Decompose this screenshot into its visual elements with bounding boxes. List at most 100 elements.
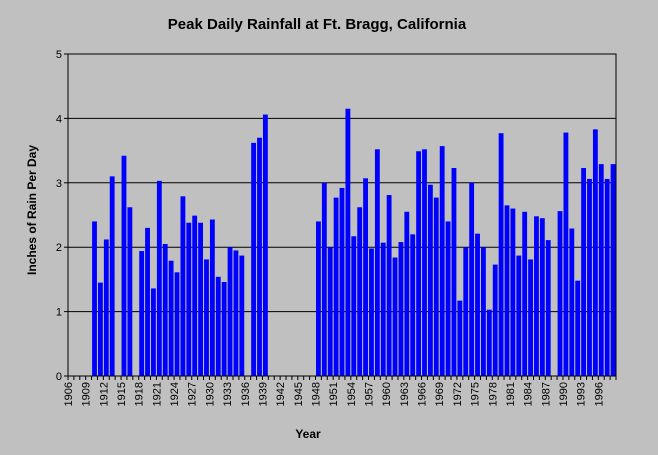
bar	[233, 250, 239, 376]
x-tick-label: 1972	[452, 382, 464, 406]
y-tick-label: 2	[56, 242, 62, 254]
x-tick-label: 1945	[293, 382, 305, 406]
bar	[209, 219, 215, 376]
bar	[528, 259, 533, 376]
bar	[257, 137, 262, 376]
bar	[404, 211, 410, 376]
bar	[239, 255, 245, 376]
bar	[198, 222, 203, 376]
x-tick-label: 1912	[98, 382, 110, 406]
bar	[475, 233, 480, 376]
y-tick-label: 4	[56, 113, 62, 125]
bar	[221, 281, 227, 376]
bar	[504, 205, 510, 376]
bar	[516, 255, 522, 376]
x-tick-label: 1993	[576, 382, 588, 406]
bar	[427, 184, 433, 376]
bar	[416, 151, 422, 376]
bar	[180, 196, 186, 376]
bar	[380, 242, 386, 376]
x-tick-label: 1951	[328, 382, 340, 406]
x-tick-label: 1933	[222, 382, 234, 406]
bar	[186, 222, 192, 376]
bar	[192, 215, 198, 376]
bar	[445, 221, 451, 376]
bar	[492, 264, 498, 376]
bar	[539, 218, 545, 376]
bar	[162, 243, 168, 376]
x-tick-label: 1909	[81, 382, 93, 406]
bar	[545, 240, 551, 376]
bar	[351, 236, 357, 376]
bar	[174, 272, 180, 376]
x-tick-label: 1966	[417, 382, 429, 406]
x-tick-label: 1924	[169, 382, 181, 406]
x-tick-label: 1969	[434, 382, 446, 406]
y-tick-label: 1	[56, 307, 62, 319]
y-tick-label: 3	[56, 178, 62, 190]
x-tick-label: 1921	[151, 382, 163, 406]
bar	[97, 282, 103, 376]
bar	[604, 178, 610, 376]
x-axis-ticks: 1906 1909 1912 1915 1918 1921 1924 1927 1930 1933…	[63, 376, 617, 406]
bar	[433, 197, 439, 376]
bar	[463, 247, 469, 376]
bar	[321, 182, 327, 376]
y-axis-ticks: 0 1 2 3 4 5	[56, 49, 68, 383]
bar	[481, 247, 486, 376]
bar	[145, 227, 150, 376]
x-tick-label: 1978	[487, 382, 499, 406]
x-tick-label: 1906	[63, 382, 75, 406]
bar	[486, 309, 492, 376]
bar	[215, 276, 221, 376]
bar	[422, 149, 427, 376]
x-tick-label: 1957	[364, 382, 376, 406]
x-tick-label: 1918	[134, 382, 146, 406]
x-tick-label: 1960	[381, 382, 393, 406]
bar	[363, 178, 368, 376]
bar	[151, 288, 156, 376]
x-tick-label: 1981	[505, 382, 517, 406]
bar	[386, 195, 392, 376]
bar	[204, 259, 209, 376]
bar	[227, 247, 233, 376]
bar	[410, 234, 416, 376]
x-tick-label: 1987	[540, 382, 552, 406]
bar	[156, 180, 162, 376]
bar	[121, 155, 127, 376]
x-tick-label: 1963	[399, 382, 411, 406]
bar	[498, 133, 504, 376]
bar	[316, 221, 321, 376]
bar	[251, 142, 257, 376]
x-tick-label: 1975	[470, 382, 482, 406]
bar	[327, 247, 333, 376]
plot-area	[67, 53, 617, 377]
bar	[333, 197, 339, 376]
bar	[374, 149, 380, 376]
bars	[92, 108, 616, 377]
bar	[592, 129, 598, 376]
x-tick-label: 1948	[310, 382, 322, 406]
bar	[139, 251, 145, 376]
bar	[127, 207, 133, 376]
bar	[103, 239, 109, 376]
x-tick-label: 1954	[346, 382, 358, 406]
x-tick-label: 1984	[523, 382, 535, 406]
x-tick-label: 1927	[187, 382, 199, 406]
bar	[598, 164, 604, 376]
x-axis-label: Year	[295, 427, 321, 441]
bar	[610, 164, 616, 376]
bar	[581, 167, 587, 376]
bar	[510, 208, 516, 376]
y-tick-label: 5	[56, 49, 62, 61]
bar	[575, 280, 581, 376]
bar	[563, 132, 569, 376]
bar	[92, 221, 97, 376]
x-tick-label: 1930	[204, 382, 216, 406]
bar	[357, 207, 363, 376]
bar	[469, 182, 475, 376]
chart-title: Peak Daily Rainfall at Ft. Bragg, Califo…	[168, 16, 467, 33]
bar	[587, 178, 592, 376]
bar	[262, 114, 268, 376]
